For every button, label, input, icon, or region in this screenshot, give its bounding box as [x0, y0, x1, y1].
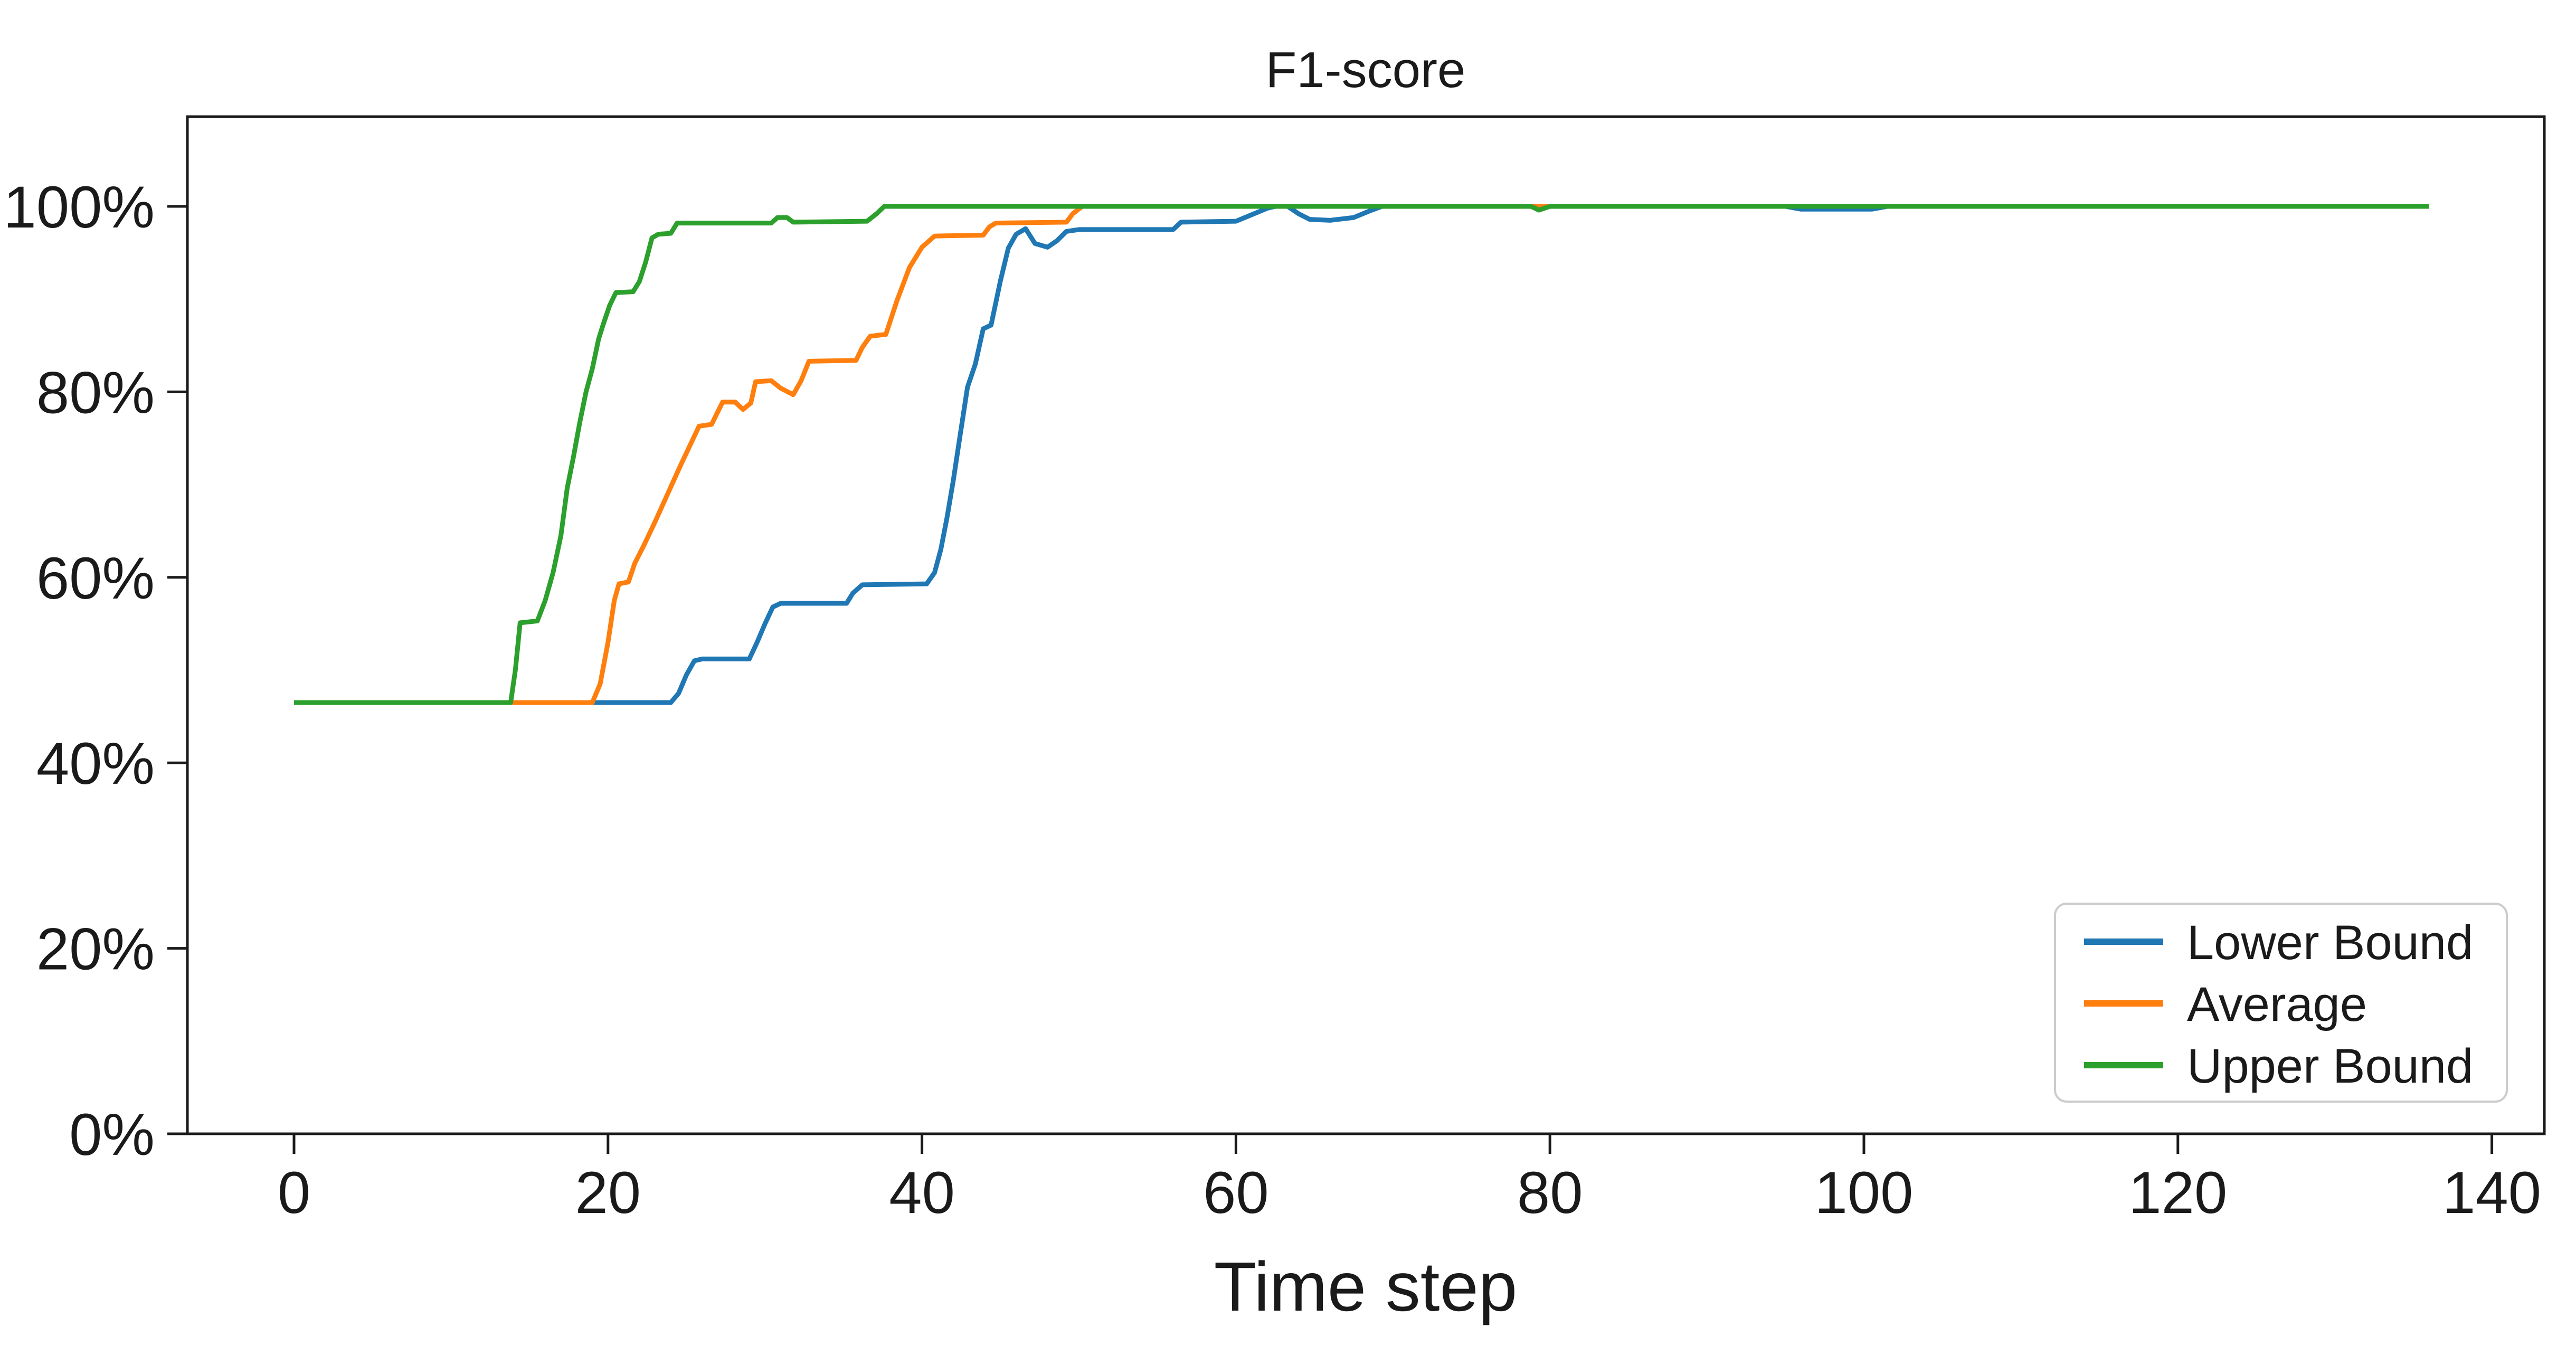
series-line-upper-bound: [294, 204, 2429, 705]
legend-label-average: Average: [2187, 978, 2367, 1031]
legend: Lower Bound Average Upper Bound: [2054, 903, 2508, 1103]
legend-box: [2054, 903, 2508, 1103]
axes-border: [186, 115, 2546, 1135]
series-lines: [294, 204, 2429, 705]
y-axis-ticks: 0% 20% 40% 60% 80% 100%: [4, 174, 187, 1168]
y-tick-label: 60%: [36, 545, 155, 611]
y-tick-label: 0%: [69, 1102, 155, 1168]
y-tick-label: 40%: [36, 731, 155, 797]
x-tick-label: 140: [2442, 1160, 2541, 1226]
x-tick-label: 60: [1203, 1160, 1269, 1226]
y-tick-label: 80%: [36, 359, 155, 425]
x-tick-label: 40: [889, 1160, 955, 1226]
x-tick-label: 100: [1815, 1160, 1914, 1226]
y-tick-label: 100%: [4, 174, 155, 240]
x-axis-title: Time step: [1214, 1248, 1518, 1325]
series-line-average: [294, 204, 2429, 705]
y-tick-label: 20%: [36, 916, 155, 982]
x-tick-label: 120: [2128, 1160, 2227, 1226]
chart-title: F1-score: [1266, 42, 1466, 98]
x-tick-label: 20: [575, 1160, 641, 1226]
legend-label-upper-bound: Upper Bound: [2187, 1039, 2473, 1093]
x-axis-ticks: 0 20 40 60 80 100 120 140: [278, 1134, 2541, 1226]
x-tick-label: 0: [278, 1160, 310, 1226]
series-line-lower-bound: [294, 204, 2429, 705]
plot-area: 0 20 40 60 80 100 120 140 0% 20% 40% 60% 80% 100%: [4, 115, 2546, 1226]
legend-label-lower-bound: Lower Bound: [2187, 916, 2473, 970]
x-tick-label: 80: [1517, 1160, 1583, 1226]
